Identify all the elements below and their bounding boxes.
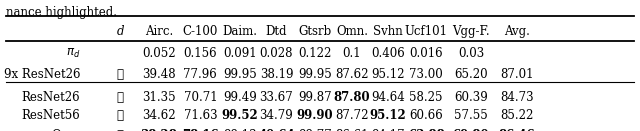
Text: 0.1: 0.1 [342,47,362,60]
Text: 9x ResNet26: 9x ResNet26 [3,67,80,81]
Text: 31.35: 31.35 [142,91,175,104]
Text: ✗: ✗ [117,91,124,104]
Text: 99.52: 99.52 [221,109,259,122]
Text: Dtd: Dtd [266,25,287,38]
Text: 99.90: 99.90 [296,109,333,122]
Text: 65.20: 65.20 [454,67,488,81]
Text: C-100: C-100 [182,25,218,38]
Text: 33.67: 33.67 [260,91,293,104]
Text: 99.77: 99.77 [298,129,332,131]
Text: nance highlighted.: nance highlighted. [6,6,117,19]
Text: Gtsrb: Gtsrb [298,25,332,38]
Text: Daim.: Daim. [223,25,257,38]
Text: 34.79: 34.79 [260,109,293,122]
Text: 87.01: 87.01 [500,67,534,81]
Text: 63.88: 63.88 [408,129,445,131]
Text: 60.39: 60.39 [454,91,488,104]
Text: 86.61: 86.61 [335,129,369,131]
Text: 0.156: 0.156 [184,47,217,60]
Text: 95.12: 95.12 [371,67,404,81]
Text: $\pi_d$: $\pi_d$ [66,47,80,60]
Text: ResNet56: ResNet56 [21,109,80,122]
Text: 84.73: 84.73 [500,91,534,104]
Text: d: d [116,25,124,38]
Text: 99.49: 99.49 [223,91,257,104]
Text: 99.95: 99.95 [298,67,332,81]
Text: 0.016: 0.016 [410,47,443,60]
Text: 87.72: 87.72 [335,109,369,122]
Text: Avg.: Avg. [504,25,530,38]
Text: 0.406: 0.406 [371,47,404,60]
Text: 86.46: 86.46 [499,129,536,131]
Text: Omn.: Omn. [336,25,368,38]
Text: 94.64: 94.64 [371,91,404,104]
Text: 99.13: 99.13 [223,129,257,131]
Text: ✗: ✗ [117,129,124,131]
Text: 73.00: 73.00 [410,67,443,81]
Text: 0.028: 0.028 [260,47,293,60]
Text: 99.95: 99.95 [223,67,257,81]
Text: ✓: ✓ [117,67,124,81]
Text: 38.28: 38.28 [140,129,177,131]
Text: 78.16: 78.16 [182,129,219,131]
Text: 69.80: 69.80 [452,129,490,131]
Text: 99.87: 99.87 [298,91,332,104]
Text: 34.62: 34.62 [142,109,175,122]
Text: Vgg-F.: Vgg-F. [452,25,490,38]
Text: 0.03: 0.03 [458,47,484,60]
Text: 87.62: 87.62 [335,67,369,81]
Text: 58.25: 58.25 [410,91,443,104]
Text: 0.091: 0.091 [223,47,257,60]
Text: Ucf101: Ucf101 [404,25,448,38]
Text: 70.71: 70.71 [184,91,217,104]
Text: 38.19: 38.19 [260,67,293,81]
Text: Airc.: Airc. [145,25,173,38]
Text: 0.052: 0.052 [142,47,175,60]
Text: 77.96: 77.96 [184,67,217,81]
Text: 39.48: 39.48 [142,67,175,81]
Text: Ours: Ours [51,129,80,131]
Text: 94.17: 94.17 [371,129,404,131]
Text: Svhn: Svhn [373,25,403,38]
Text: 57.55: 57.55 [454,109,488,122]
Text: 95.12: 95.12 [369,109,406,122]
Text: ✗: ✗ [117,109,124,122]
Text: 87.80: 87.80 [333,91,371,104]
Text: 0.122: 0.122 [298,47,332,60]
Text: 60.66: 60.66 [410,109,443,122]
Text: 40.64: 40.64 [258,129,295,131]
Text: ResNet26: ResNet26 [21,91,80,104]
Text: 71.63: 71.63 [184,109,217,122]
Text: 85.22: 85.22 [500,109,534,122]
